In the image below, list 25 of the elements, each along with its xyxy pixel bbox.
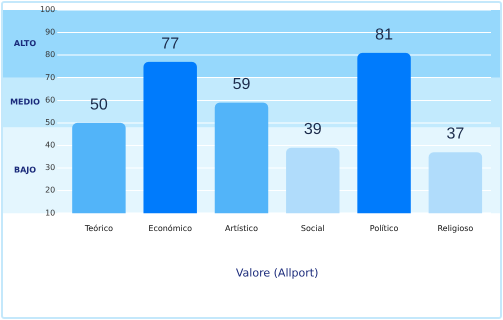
x-tick-label: Social — [300, 224, 325, 234]
y-tick-label: 60 — [45, 95, 56, 104]
y-tick-label: 40 — [45, 140, 56, 150]
x-tick-label: Teórico — [84, 224, 114, 234]
y-tick-label: 10 — [45, 208, 56, 218]
x-tick-label: Económico — [148, 224, 192, 234]
x-tick-label: Político — [370, 224, 398, 234]
y-tick-label: 100 — [40, 5, 56, 14]
y-tick-label: 20 — [45, 186, 56, 195]
y-tick-label: 80 — [45, 50, 56, 60]
data-label: 50 — [90, 96, 108, 114]
y-tick-label: 90 — [45, 28, 56, 37]
x-axis-title: Valore (Allport) — [236, 266, 318, 280]
x-tick-label: Religioso — [437, 224, 474, 234]
y-tick-label: 30 — [45, 163, 56, 172]
band-label: ALTO — [14, 38, 36, 48]
data-label: 77 — [161, 35, 180, 52]
band-label: BAJO — [14, 165, 36, 174]
data-label: 59 — [232, 76, 250, 93]
x-tick-label: Artístico — [225, 224, 258, 234]
band-label: MEDIO — [10, 98, 40, 107]
data-label: 37 — [446, 126, 464, 143]
data-label: 39 — [304, 121, 322, 138]
y-tick-label: 70 — [45, 72, 56, 82]
y-tick-label: 50 — [45, 118, 56, 127]
